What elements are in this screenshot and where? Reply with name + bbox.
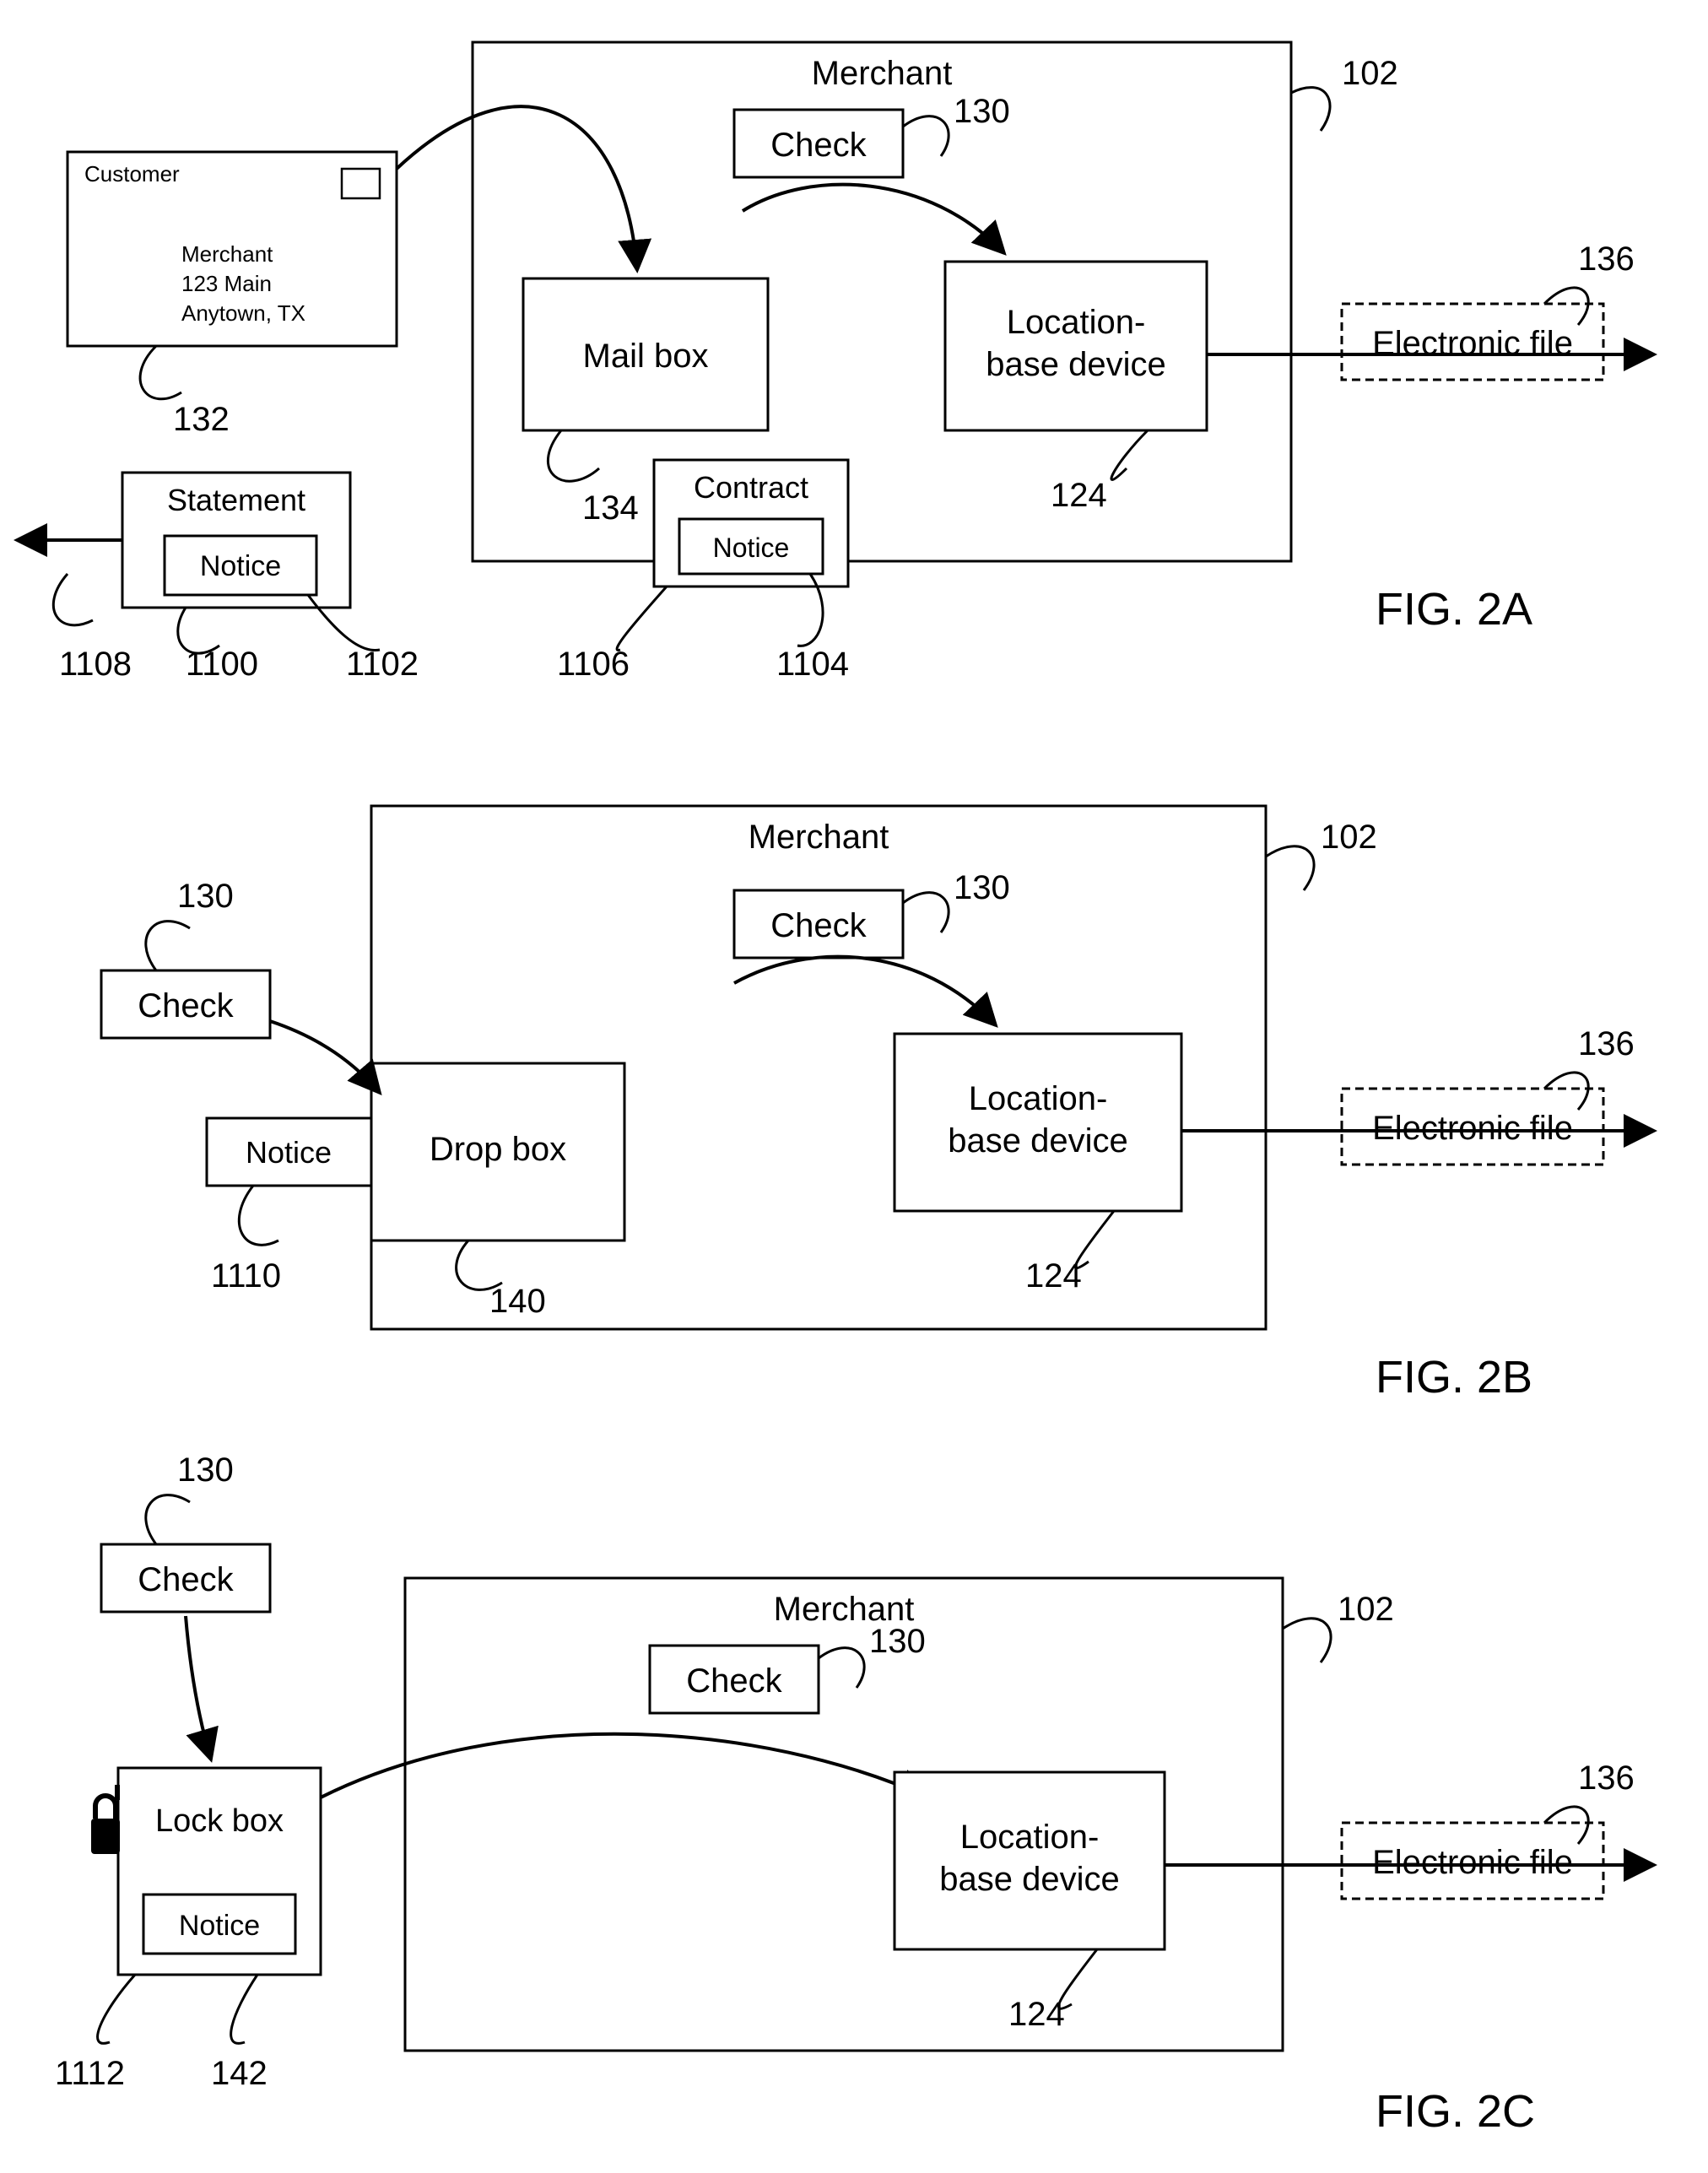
ref-124-a: 124 [1051,477,1107,514]
leader-130-out-b [146,922,190,970]
ref-102-a: 102 [1342,55,1398,92]
ref-1100: 1100 [186,646,258,683]
efile-label-c: Electronic file [1372,1844,1573,1881]
check-label-a: Check [770,127,867,164]
location-l2-c: base device [939,1861,1119,1898]
ref-124-c: 124 [1008,1996,1065,2033]
ref-1102: 1102 [346,646,419,683]
envelope-customer: Customer [84,161,180,186]
ref-130-out-b: 130 [177,878,234,915]
statement-notice-label: Notice [200,550,281,582]
arrow-check-dropbox [270,1021,380,1093]
ref-1108: 1108 [59,646,132,683]
ref-140: 140 [489,1283,546,1320]
location-l1-a: Location- [1007,304,1146,341]
check-in-label-b: Check [770,907,867,944]
fig-2c: Merchant 102 Check 130 Check 130 Lock bo… [55,1451,1654,2137]
notice-label-b: Notice [246,1135,332,1170]
leader-1108 [53,574,93,625]
caption-c: FIG. 2C [1376,2086,1535,2137]
statement-label: Statement [167,483,305,517]
contract-label: Contract [694,470,808,505]
ref-1106: 1106 [557,646,630,683]
ref-132: 132 [173,401,230,438]
lockbox-group: Lock box Notice [91,1768,321,1975]
check-in-label-c: Check [686,1662,782,1700]
leader-102-c [1283,1619,1331,1662]
leader-132 [140,346,181,399]
envelope-addr3: Anytown, TX [181,300,305,326]
fig-2b: Merchant 102 Check 130 Check 130 Drop bo… [101,806,1654,1403]
ref-1110: 1110 [211,1257,281,1295]
ref-1104: 1104 [776,646,849,683]
ref-142: 142 [211,2055,268,2092]
envelope-addr1: Merchant [181,241,273,267]
leader-1112 [98,1975,135,2043]
envelope-stamp [342,169,380,198]
ref-102-b: 102 [1321,819,1377,856]
caption-a: FIG. 2A [1376,584,1532,635]
dropbox-label: Drop box [430,1131,566,1168]
location-l2-a: base device [986,346,1165,383]
ref-130-in-b: 130 [954,869,1010,906]
mailbox-label: Mail box [583,338,709,375]
leader-102-a [1291,88,1330,131]
location-l1-c: Location- [960,1819,1100,1856]
arrow-check-lockbox [186,1616,211,1759]
lockbox-notice-label: Notice [179,1910,260,1942]
location-l1-b: Location- [969,1080,1108,1117]
ref-130-in-c: 130 [869,1623,926,1660]
ref-102-c: 102 [1338,1591,1394,1628]
leader-1110 [239,1186,278,1245]
ref-130-a: 130 [954,93,1010,130]
ref-136-b: 136 [1578,1025,1635,1062]
efile-label-a: Electronic file [1372,325,1573,362]
fig-2a: Merchant 102 Check 130 Mail box 134 Loca… [17,42,1654,683]
leader-102-b [1266,846,1314,890]
caption-b: FIG. 2B [1376,1352,1532,1403]
lockbox-label: Lock box [155,1803,284,1839]
padlock-icon [91,1785,120,1854]
contract-notice-label: Notice [713,532,790,563]
efile-label-b: Electronic file [1372,1110,1573,1147]
leader-130-out-c [146,1495,190,1544]
check-out-label-b: Check [138,987,234,1024]
ref-134: 134 [582,489,639,527]
ref-130-out-c: 130 [177,1451,234,1489]
leader-1106 [617,586,667,650]
merchant-title-a: Merchant [812,55,953,92]
check-out-label-c: Check [138,1561,234,1598]
leader-142 [231,1975,257,2043]
location-l2-b: base device [948,1122,1127,1159]
ref-1112: 1112 [55,2055,125,2092]
envelope-addr2: 123 Main [181,271,272,296]
merchant-title-b: Merchant [749,819,889,856]
ref-124-b: 124 [1025,1257,1082,1295]
ref-136-c: 136 [1578,1759,1635,1797]
ref-136-a: 136 [1578,241,1635,278]
